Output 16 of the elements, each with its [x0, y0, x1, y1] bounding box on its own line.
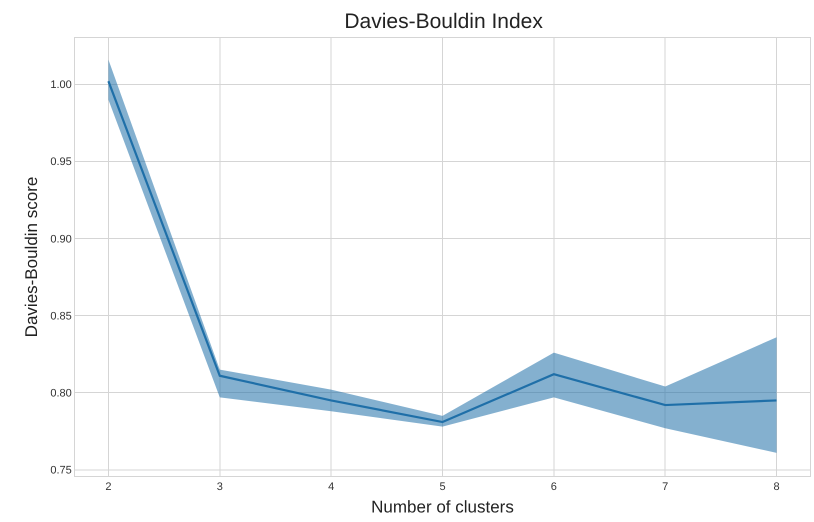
x-tick-label: 6: [550, 481, 557, 494]
y-tick-label: 1.00: [50, 79, 72, 92]
x-tick-label: 8: [774, 481, 780, 494]
x-tick-label: 5: [439, 481, 446, 494]
y-tick-label: 0.95: [50, 156, 72, 168]
x-tick-label: 3: [216, 481, 223, 494]
y-tick-label: 0.75: [50, 464, 72, 477]
y-tick-label: 0.85: [50, 310, 72, 322]
y-tick-label: 0.90: [50, 233, 72, 246]
x-tick-label: 2: [105, 481, 112, 494]
chart-title: Davies-Bouldin Index: [344, 10, 544, 33]
y-axis-title: Davies-Bouldin score: [22, 176, 41, 338]
y-tick-label: 0.80: [50, 388, 72, 400]
x-tick-label: 7: [662, 481, 668, 494]
x-tick-label: 4: [328, 481, 334, 494]
x-axis-title: Number of clusters: [371, 498, 514, 517]
